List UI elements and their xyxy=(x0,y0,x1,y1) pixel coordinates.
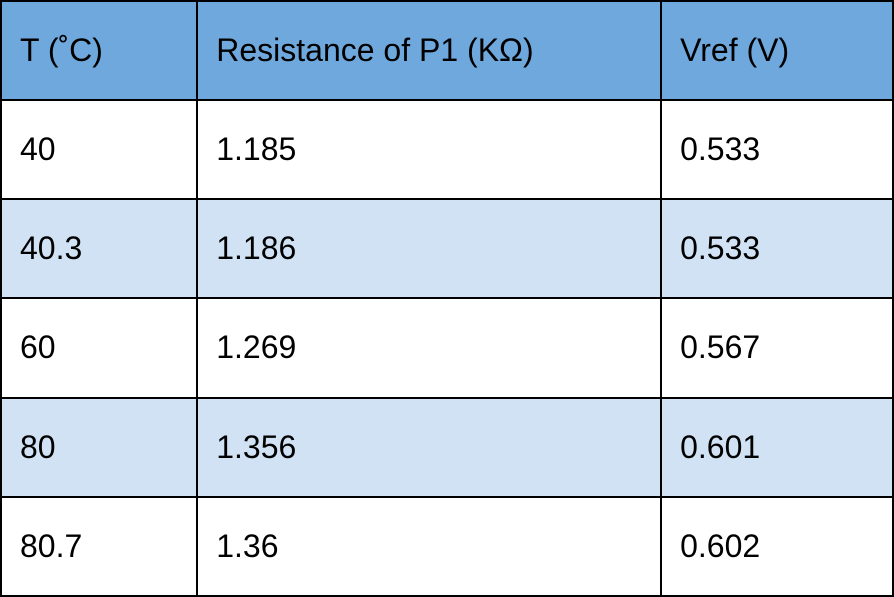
cell-resistance: 1.185 xyxy=(197,100,661,199)
cell-resistance: 1.186 xyxy=(197,199,661,298)
cell-vref: 0.533 xyxy=(661,199,893,298)
table-header-row: T (˚C) Resistance of P1 (KΩ) Vref (V) xyxy=(1,1,893,100)
table-row: 80 1.356 0.601 xyxy=(1,398,893,497)
column-header-resistance: Resistance of P1 (KΩ) xyxy=(197,1,661,100)
cell-resistance: 1.36 xyxy=(197,497,661,596)
cell-vref: 0.567 xyxy=(661,298,893,397)
column-header-vref: Vref (V) xyxy=(661,1,893,100)
table-row: 60 1.269 0.567 xyxy=(1,298,893,397)
cell-resistance: 1.356 xyxy=(197,398,661,497)
cell-vref: 0.533 xyxy=(661,100,893,199)
cell-temperature: 80 xyxy=(1,398,197,497)
cell-vref: 0.602 xyxy=(661,497,893,596)
table-row: 80.7 1.36 0.602 xyxy=(1,497,893,596)
cell-temperature: 40.3 xyxy=(1,199,197,298)
data-table: T (˚C) Resistance of P1 (KΩ) Vref (V) 40… xyxy=(0,0,894,597)
table-row: 40 1.185 0.533 xyxy=(1,100,893,199)
cell-temperature: 80.7 xyxy=(1,497,197,596)
table-row: 40.3 1.186 0.533 xyxy=(1,199,893,298)
cell-resistance: 1.269 xyxy=(197,298,661,397)
cell-vref: 0.601 xyxy=(661,398,893,497)
column-header-temperature: T (˚C) xyxy=(1,1,197,100)
cell-temperature: 40 xyxy=(1,100,197,199)
cell-temperature: 60 xyxy=(1,298,197,397)
data-table-container: T (˚C) Resistance of P1 (KΩ) Vref (V) 40… xyxy=(0,0,894,597)
